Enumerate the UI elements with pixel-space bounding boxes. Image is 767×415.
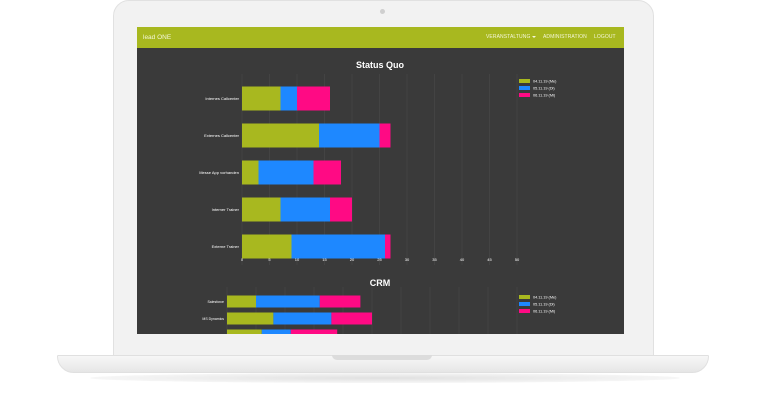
nav-logout-link[interactable]: LOGOUT [594, 34, 616, 40]
bar-segment [379, 123, 391, 148]
bar-segment [227, 295, 256, 308]
category-label: Messe App vorhanden [199, 170, 239, 175]
webcam-dot [380, 9, 385, 14]
legend-label: 06.11.19 (Mi) [533, 94, 556, 98]
caret-down-icon [532, 35, 537, 38]
bar-segment [385, 234, 391, 259]
bar-segment [261, 329, 291, 334]
bar-segment [280, 197, 330, 222]
legend-swatch [519, 86, 530, 90]
bar-segment [227, 329, 262, 334]
x-tick-label: 35 [432, 257, 437, 262]
chart-title: Status Quo [356, 60, 405, 70]
legend-swatch [519, 295, 530, 299]
legend-label: 04.11.19 (Me) [533, 80, 557, 84]
bar-segment [330, 197, 352, 222]
nav-veranstaltung-label: VERANSTALTUNG [486, 34, 531, 40]
category-label: Interner Trainer [212, 207, 240, 212]
legend-swatch [519, 302, 530, 306]
app-screen: lead ONE VERANSTALTUNG ADMINISTRATION LO… [137, 27, 624, 334]
laptop-notch [332, 355, 432, 360]
bar-segment [291, 234, 385, 259]
x-tick-label: 0 [241, 257, 244, 262]
bar-segment [273, 312, 332, 325]
brand-logo-text[interactable]: lead ONE [143, 34, 172, 41]
top-navbar: lead ONE VERANSTALTUNG ADMINISTRATION LO… [137, 27, 624, 48]
x-tick-label: 40 [460, 257, 465, 262]
legend-swatch [519, 79, 530, 83]
category-label: Salesforce [207, 300, 224, 304]
x-tick-label: 20 [350, 257, 355, 262]
category-label: Internes Callcenter [205, 96, 239, 101]
bar-segment [258, 160, 314, 185]
bar-segment [313, 160, 341, 185]
charts-area: Status Quo 0 5 10 15 20 25 30 35 40 45 50 Internes C… [199, 60, 557, 334]
legend-label: 05.11.19 (Di) [533, 303, 555, 307]
x-tick-label: 50 [515, 257, 520, 262]
chart-title: CRM [370, 278, 391, 288]
x-tick-label: 25 [377, 257, 382, 262]
bar-segment [280, 86, 297, 111]
bar-segment [319, 295, 361, 308]
bar-segment [242, 160, 259, 185]
bar-segment [319, 123, 380, 148]
x-tick-label: 5 [268, 257, 271, 262]
legend-label: 06.11.19 (Mi) [533, 310, 556, 314]
legend-swatch [519, 93, 530, 97]
bar-segment [242, 197, 281, 222]
category-label: Externe Trainer [212, 244, 240, 249]
bar-segment [297, 86, 330, 111]
x-tick-label: 10 [295, 257, 300, 262]
bar-segment [256, 295, 320, 308]
x-tick-label: 45 [487, 257, 492, 262]
bar-segment [331, 312, 372, 325]
bar-segment [227, 312, 274, 325]
bar-segment [242, 234, 292, 259]
bar-segment [242, 123, 319, 148]
legend-label: 04.11.19 (Me) [533, 296, 557, 300]
nav-administration-link[interactable]: ADMINISTRATION [543, 34, 587, 40]
category-label: MS Dynamics [202, 317, 224, 321]
legend-label: 05.11.19 (Di) [533, 87, 555, 91]
legend-swatch [519, 309, 530, 313]
x-tick-label: 15 [322, 257, 327, 262]
category-label: Externes Callcenter [204, 133, 240, 138]
laptop-shadow [90, 373, 680, 383]
nav-veranstaltung-dropdown[interactable]: VERANSTALTUNG [486, 34, 537, 40]
x-tick-label: 30 [405, 257, 410, 262]
bar-segment [290, 329, 338, 334]
bar-segment [242, 86, 281, 111]
